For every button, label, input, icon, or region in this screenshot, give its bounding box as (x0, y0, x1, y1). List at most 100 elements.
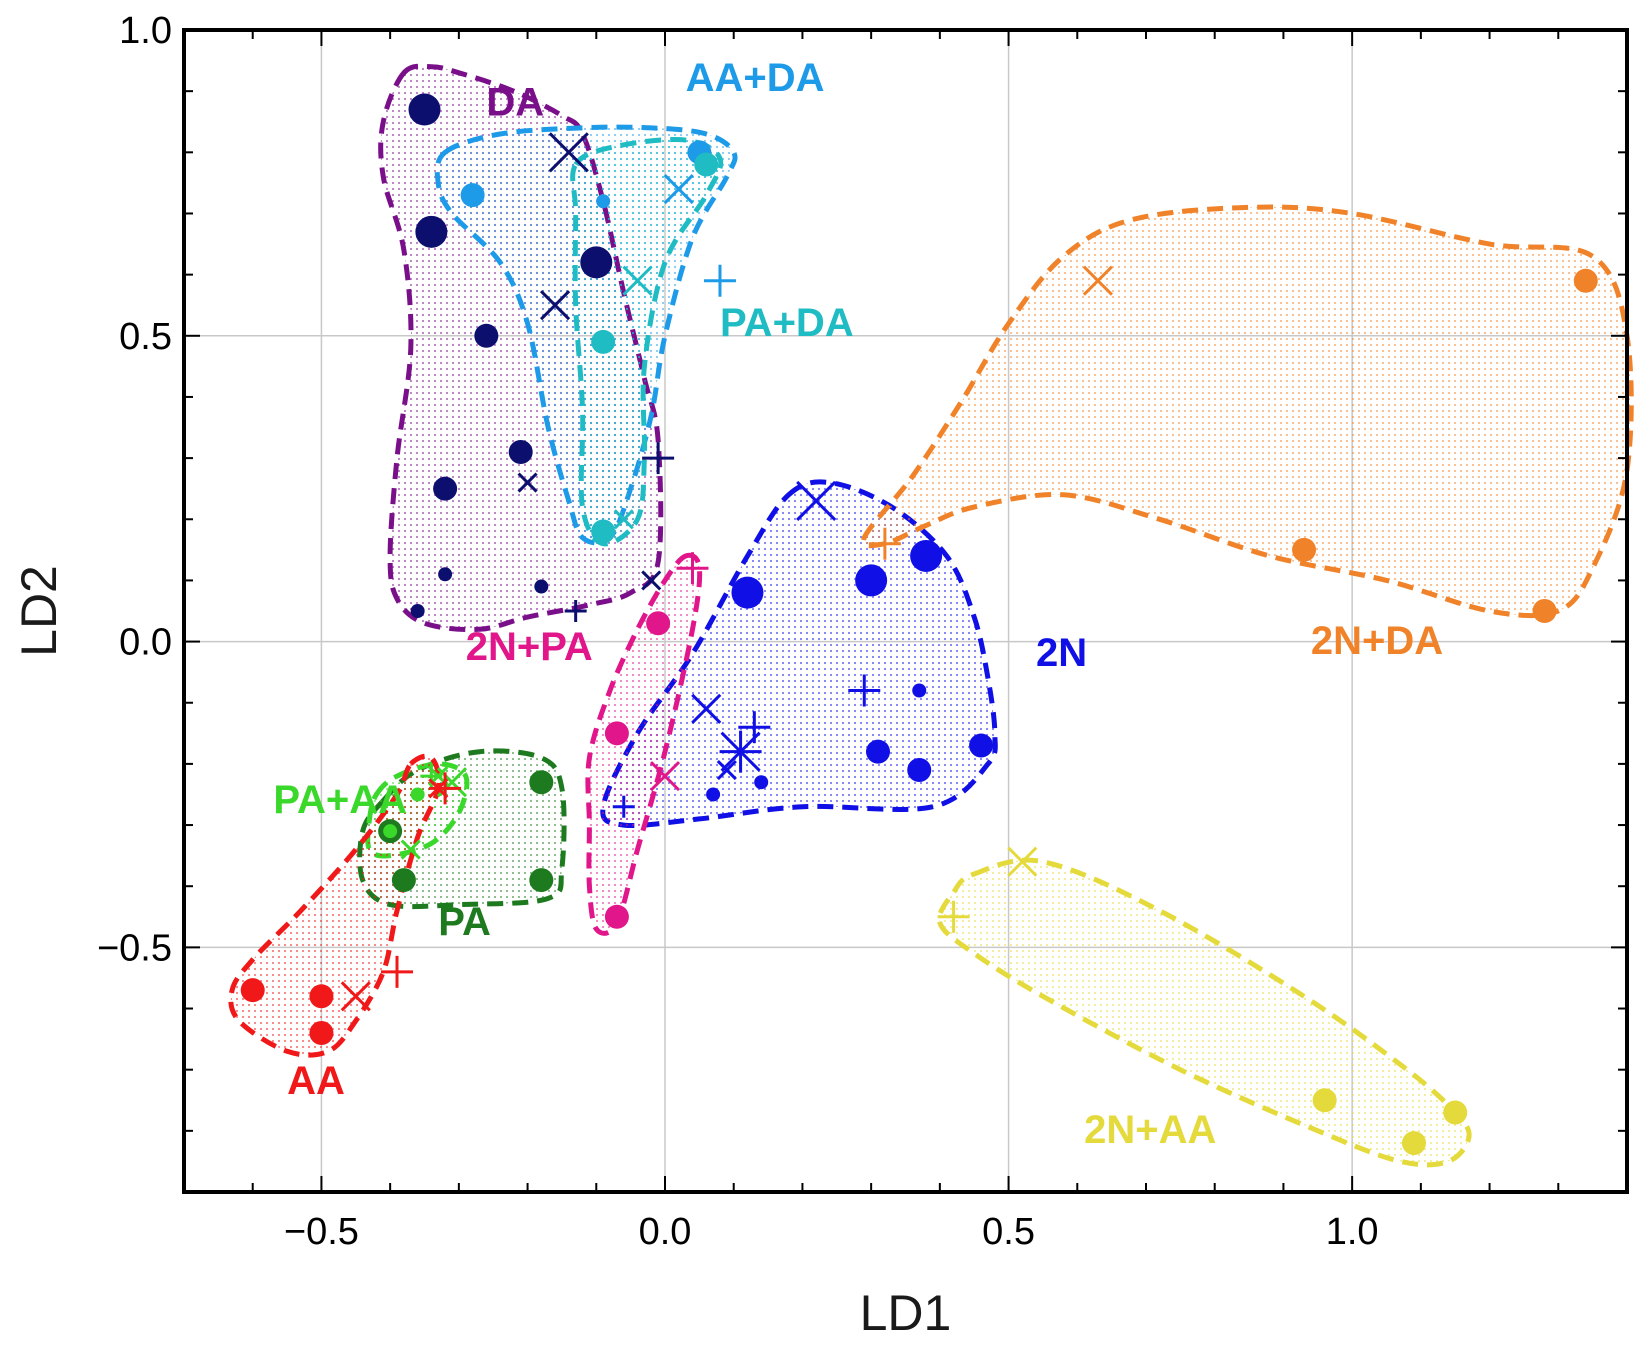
hull-outline-2n (600, 479, 998, 829)
point-pa (529, 770, 554, 795)
point-da (410, 604, 425, 618)
point-x-2n (691, 693, 722, 724)
x-axis-title: LD1 (860, 1285, 952, 1341)
point-2n-plus-aa (1401, 1131, 1426, 1156)
point-x-2n-plus-aa (1007, 846, 1038, 877)
point-x-pa-plus-da (613, 509, 634, 530)
data-points (240, 93, 1598, 1156)
point-2n-plus-da (1532, 599, 1557, 623)
point-da (433, 476, 458, 501)
point-x-da (548, 132, 589, 173)
group-label-2n: 2N (1036, 631, 1087, 675)
point-2n (731, 576, 764, 609)
group-label-2n-plus-aa: 2N+AA (1084, 1108, 1216, 1152)
point-2n (866, 739, 891, 764)
point-2n-plus-pa (604, 904, 629, 929)
point-x-2n-plus-pa (649, 761, 681, 792)
hull-outline-2n-plus-pa (585, 552, 703, 936)
axis-ticks: −0.5 0.0 0.5 1.0 −0.5 0.0 0.5 1.0 (97, 10, 1628, 1253)
point-plus-2n (719, 730, 762, 773)
x-tick-label: 0.5 (982, 1211, 1035, 1253)
point-plus-2n-plus-da (868, 527, 901, 560)
point-2n-plus-da (1292, 537, 1317, 562)
point-x-aa-plus-da (663, 173, 694, 205)
point-x-aa (340, 981, 371, 1012)
point-da (508, 439, 533, 464)
group-label-pa-plus-da: PA+DA (720, 301, 854, 345)
point-2n (754, 775, 769, 790)
hull-fill-2n (602, 481, 996, 826)
point-2n-plus-pa (604, 721, 629, 746)
point-2n (910, 539, 943, 572)
point-plus-2n (738, 711, 771, 744)
group-labels: DA AA+DA PA+DA 2N 2N+PA 2N+DA 2N+AA PA PA+AA AA (273, 56, 1443, 1152)
plot-frame (182, 28, 1629, 1194)
point-x-pa-plus-aa (400, 839, 421, 860)
y-tick-label: −0.5 (97, 927, 172, 969)
point-2n (706, 787, 721, 802)
point-da (415, 215, 448, 248)
point-da (534, 579, 549, 594)
point-pa-plus-aa (410, 787, 425, 802)
point-2n (907, 758, 932, 783)
point-plus-da (642, 442, 675, 475)
point-pa-plus-da (591, 519, 616, 544)
group-label-aa-plus-da: AA+DA (686, 56, 825, 100)
point-aa (309, 1020, 334, 1045)
y-tick-label: 0.0 (119, 622, 172, 664)
point-x-aa (428, 778, 449, 799)
point-x-2n (716, 759, 737, 781)
group-label-2n-plus-da: 2N+DA (1311, 619, 1443, 663)
hull-outline-2n-plus-da (861, 204, 1634, 619)
hull-outline-da (378, 63, 664, 633)
point-da (438, 567, 453, 582)
point-x-da (641, 570, 662, 591)
point-2n (855, 564, 888, 597)
point-plus-da (564, 600, 587, 622)
group-label-2n-plus-pa: 2N+PA (466, 625, 593, 669)
hull-outline-2n-plus-aa (936, 857, 1472, 1168)
point-pa-plus-aa (383, 824, 398, 839)
point-x-da (539, 290, 571, 321)
point-2n-plus-aa (1443, 1100, 1468, 1125)
point-x-pa-plus-da (622, 265, 653, 296)
point-pa-plus-da (694, 152, 719, 177)
y-axis-title: LD2 (11, 565, 67, 657)
point-pa (391, 868, 416, 893)
point-plus-2n-plus-pa (676, 552, 709, 585)
point-da (580, 246, 613, 279)
point-2n-plus-da (1573, 268, 1598, 293)
point-x-da (517, 472, 538, 493)
point-pa (529, 868, 554, 893)
point-da (474, 323, 499, 348)
y-tick-label: 1.0 (119, 10, 172, 52)
point-aa-plus-da (596, 194, 611, 209)
point-pa-plus-da (591, 329, 616, 354)
hull-fill-2n-plus-da (863, 207, 1632, 616)
hull-fill-2n-plus-aa (939, 860, 1470, 1165)
hull-outline-aa (228, 753, 442, 1058)
y-tick-label: 0.5 (119, 316, 172, 358)
point-2n (969, 733, 994, 758)
point-plus-aa-plus-da (703, 264, 736, 297)
x-tick-label: −0.5 (284, 1211, 359, 1253)
x-tick-label: 1.0 (1326, 1211, 1379, 1253)
point-plus-2n (848, 674, 881, 707)
point-x-2n-plus-da (1082, 265, 1113, 296)
point-aa-plus-da (460, 183, 485, 208)
group-label-da: DA (486, 81, 544, 125)
point-aa (240, 978, 265, 1003)
point-x-2n (796, 480, 837, 521)
point-2n (912, 683, 927, 698)
hull-fill-2n-plus-pa (587, 555, 700, 934)
point-plus-aa (429, 772, 462, 805)
point-plus-2n (612, 795, 635, 818)
point-da (408, 93, 441, 126)
point-2n-plus-pa (646, 611, 671, 636)
point-2n-plus-aa (1312, 1088, 1337, 1113)
group-label-aa: AA (287, 1059, 345, 1103)
point-plus-2n-plus-aa (937, 900, 970, 933)
x-tick-label: 0.0 (639, 1211, 692, 1253)
point-aa (309, 984, 334, 1009)
